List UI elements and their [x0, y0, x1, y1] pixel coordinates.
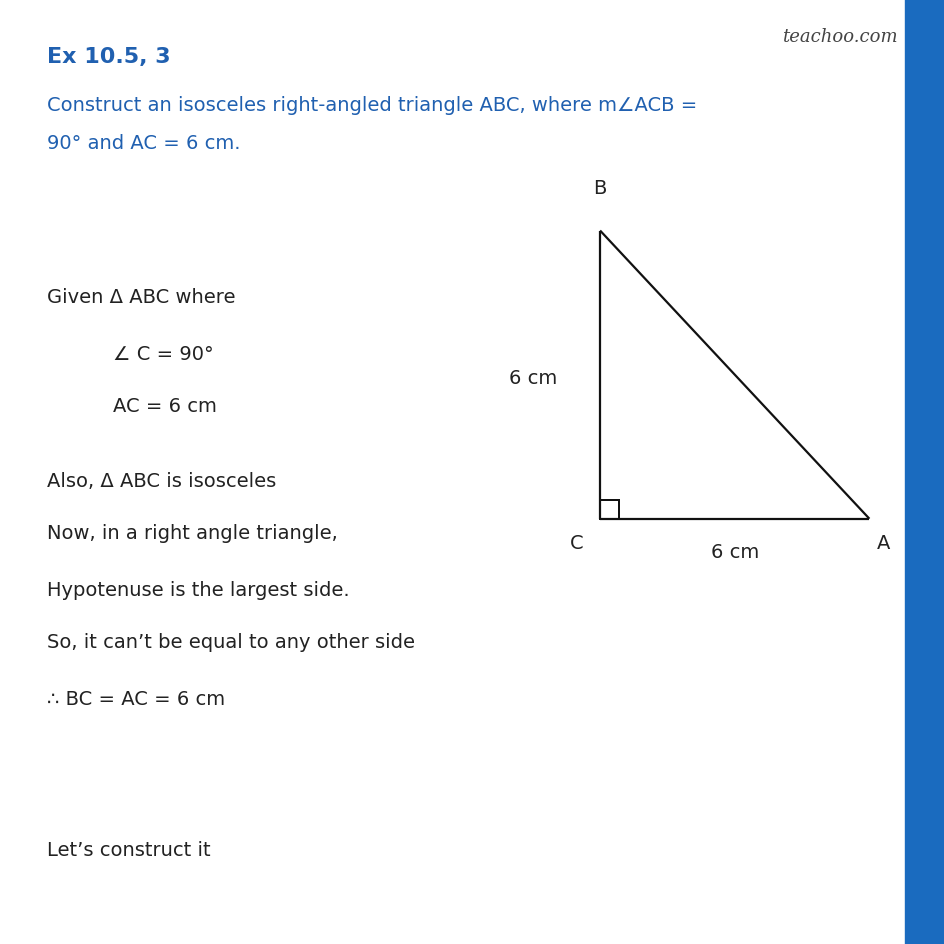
- Text: Given Δ ABC where: Given Δ ABC where: [47, 288, 235, 307]
- Text: 6 cm: 6 cm: [509, 368, 557, 387]
- Text: 90° and AC = 6 cm.: 90° and AC = 6 cm.: [47, 134, 241, 153]
- Text: C: C: [569, 533, 582, 552]
- Bar: [599, 500, 618, 519]
- Text: 6 cm: 6 cm: [710, 543, 759, 562]
- Text: Now, in a right angle triangle,: Now, in a right angle triangle,: [47, 524, 338, 543]
- Text: AC = 6 cm: AC = 6 cm: [113, 396, 217, 415]
- Text: Let’s construct it: Let’s construct it: [47, 840, 211, 859]
- Text: A: A: [876, 533, 889, 552]
- Text: So, it can’t be equal to any other side: So, it can’t be equal to any other side: [47, 632, 414, 651]
- Bar: [904, 0, 944, 944]
- Text: Construct an isosceles right-angled triangle ABC, where m∠ACB =: Construct an isosceles right-angled tria…: [47, 96, 697, 115]
- Text: Hypotenuse is the largest side.: Hypotenuse is the largest side.: [47, 581, 349, 599]
- Text: teachoo.com: teachoo.com: [782, 28, 897, 46]
- Text: ∴ BC = AC = 6 cm: ∴ BC = AC = 6 cm: [47, 689, 225, 708]
- Text: Ex 10.5, 3: Ex 10.5, 3: [47, 47, 171, 67]
- Text: Also, Δ ABC is isosceles: Also, Δ ABC is isosceles: [47, 472, 277, 491]
- Text: B: B: [593, 179, 606, 198]
- Text: ∠ C = 90°: ∠ C = 90°: [113, 345, 214, 363]
